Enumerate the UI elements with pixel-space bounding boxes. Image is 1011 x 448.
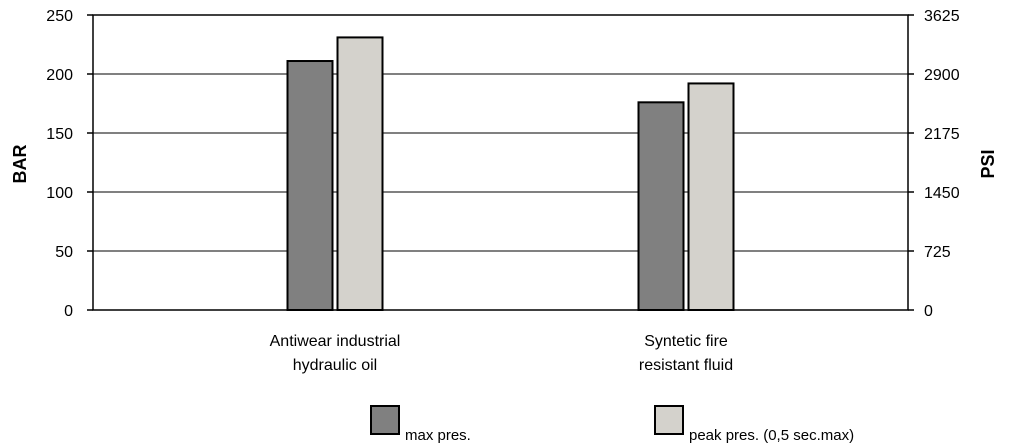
right-tick-labels: 0 725 1450 2175 2900 3625	[924, 8, 960, 320]
bar	[639, 102, 684, 310]
left-tick-label: 100	[46, 185, 73, 202]
right-tick-label: 3625	[924, 8, 960, 25]
legend-label: max pres.	[405, 427, 471, 444]
y2-axis-title: PSI	[978, 149, 998, 178]
legend: max pres. peak pres. (0,5 sec.max)	[371, 406, 854, 444]
legend-label: peak pres. (0,5 sec.max)	[689, 427, 854, 444]
bar	[338, 37, 383, 310]
bar	[689, 83, 734, 310]
right-tick-label: 725	[924, 244, 951, 261]
category-label: resistant fluid	[639, 357, 733, 374]
axes	[87, 15, 914, 310]
left-tick-labels: 0 50 100 150 200 250	[46, 8, 73, 320]
right-tick-label: 2900	[924, 67, 960, 84]
category-label: Antiwear industrial	[270, 333, 401, 350]
left-tick-label: 0	[64, 303, 73, 320]
plot-frame	[93, 15, 908, 310]
left-tick-label: 50	[55, 244, 73, 261]
category-labels: Antiwear industrial hydraulic oil Syntetic…	[270, 333, 734, 374]
legend-swatch	[655, 406, 683, 434]
category-label: Syntetic fire	[644, 333, 728, 350]
y-axis-title: BAR	[10, 145, 30, 184]
grid-lines	[93, 74, 908, 251]
right-tick-label: 1450	[924, 185, 960, 202]
category-label: hydraulic oil	[293, 357, 377, 374]
left-tick-label: 200	[46, 67, 73, 84]
right-tick-label: 2175	[924, 126, 960, 143]
left-tick-label: 250	[46, 8, 73, 25]
legend-swatch	[371, 406, 399, 434]
left-tick-label: 150	[46, 126, 73, 143]
bar	[288, 61, 333, 310]
bars	[288, 37, 734, 310]
right-tick-label: 0	[924, 303, 933, 320]
